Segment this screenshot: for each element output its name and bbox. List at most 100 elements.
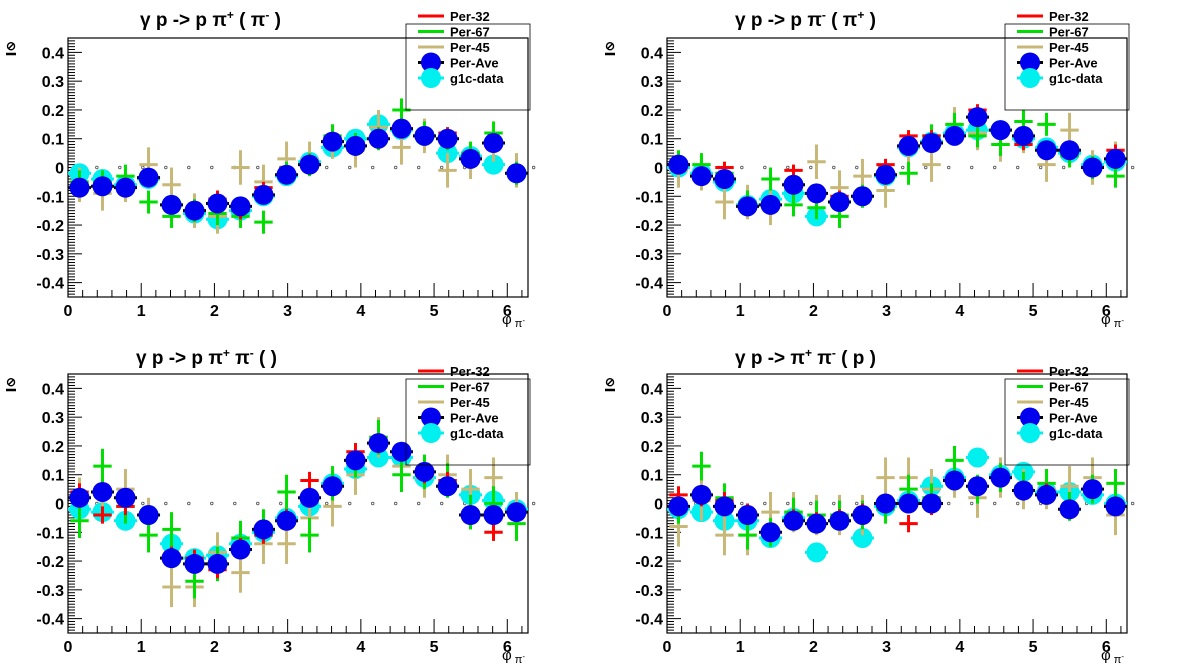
zero-line-dot — [141, 165, 145, 170]
legend-label: Per-67 — [450, 380, 490, 395]
data-point — [161, 194, 182, 215]
y-axis-label: ⊘ — [605, 39, 615, 53]
zero-line-dot — [832, 501, 836, 506]
x-tick-label: 6 — [1102, 303, 1111, 320]
series-per-ave — [68, 433, 528, 574]
legend-box — [405, 378, 531, 466]
x-axis-label-phi: φ — [1101, 311, 1111, 328]
data-point — [345, 450, 366, 471]
y-tick-label: 0.2 — [641, 103, 663, 120]
y-tick-label: -0.1 — [635, 525, 663, 542]
data-point — [1105, 148, 1126, 169]
data-point — [437, 128, 458, 149]
data-point — [1082, 157, 1103, 178]
zero-line-dot — [855, 165, 859, 170]
x-tick-label: 1 — [736, 303, 745, 320]
y-tick-label: -0.4 — [635, 276, 663, 293]
series-per-32 — [70, 121, 526, 220]
data-point — [1059, 140, 1080, 161]
y-tick-label: -0.3 — [36, 583, 64, 600]
data-point — [714, 169, 735, 190]
chart-panel-1: γ p -> p π+ ( π- )-0.4-0.3-0.2-0.100.10.… — [6, 8, 536, 330]
y-tick-label: 0.1 — [42, 132, 64, 149]
legend-item-g1c-data: g1c-data — [1017, 423, 1103, 443]
zero-line-dot — [210, 501, 214, 506]
zero-line-dot — [993, 165, 997, 170]
data-point — [322, 131, 343, 152]
data-point — [276, 510, 297, 531]
y-tick-label: -0.4 — [36, 612, 64, 629]
data-point — [852, 505, 873, 526]
data-point — [483, 154, 504, 175]
y-tick-label: -0.3 — [635, 247, 663, 264]
zero-line-dot — [832, 165, 836, 170]
y-tick-label: -0.2 — [36, 218, 64, 235]
zero-line-dot — [256, 165, 260, 170]
x-tick-label: 5 — [430, 303, 439, 320]
legend-item-per-45: Per-45 — [418, 40, 490, 55]
zero-line-dot — [763, 501, 767, 506]
zero-line-dot — [325, 165, 329, 170]
y-tick-label: 0 — [654, 497, 663, 514]
y-tick-label: 0.2 — [641, 439, 663, 456]
x-tick-label: 6 — [1102, 639, 1111, 656]
y-tick-label: 0.1 — [641, 468, 663, 485]
legend-label: g1c-data — [450, 71, 504, 86]
zero-line-dot — [1015, 501, 1020, 506]
title-text: ( p ) — [836, 348, 876, 369]
x-tick-label: 2 — [210, 639, 219, 656]
zero-line-dot — [970, 165, 974, 170]
y-axis-label-symbol: ⊘ — [6, 375, 16, 389]
data-point — [391, 441, 412, 462]
data-point — [1082, 479, 1103, 500]
series-per-67 — [669, 109, 1125, 228]
data-point — [69, 177, 90, 198]
data-point — [92, 481, 113, 502]
legend-label: Per-67 — [1049, 25, 1089, 40]
y-tick-label: 0 — [55, 161, 64, 178]
x-axis-label: φ π- — [1101, 647, 1124, 666]
x-tick-label: 4 — [356, 303, 365, 320]
data-point — [230, 539, 251, 560]
zero-line-dot — [187, 501, 191, 506]
legend-box — [405, 23, 531, 111]
series-per-ave — [667, 107, 1127, 217]
y-tick-label: -0.3 — [635, 583, 663, 600]
zero-line-dot — [901, 165, 905, 170]
legend-swatch-marker — [1020, 407, 1040, 428]
data-point — [69, 487, 90, 508]
title-superscript: + — [223, 346, 230, 360]
x-tick-label: 4 — [356, 639, 365, 656]
x-tick-label: 5 — [1029, 639, 1038, 656]
x-tick-label: 6 — [503, 639, 512, 656]
data-point — [875, 164, 896, 185]
title-text: ) — [864, 10, 876, 31]
data-point — [299, 154, 320, 175]
zero-line-dot — [970, 501, 974, 506]
title-text: π — [812, 348, 832, 369]
series-g1c-data — [68, 114, 528, 230]
data-point — [506, 163, 527, 184]
legend-label: Per-45 — [1049, 40, 1089, 55]
legend-item-per-ave: Per-Ave — [1017, 407, 1098, 428]
zero-line-dot — [279, 501, 283, 506]
zero-line-dot — [210, 165, 214, 170]
zero-line-dot — [439, 165, 444, 170]
legend-label: g1c-data — [450, 426, 504, 441]
data-point — [1105, 496, 1126, 517]
legend-swatch-marker — [421, 423, 441, 443]
y-axis-label: ⊘ — [6, 375, 16, 389]
x-tick-label: 0 — [64, 639, 73, 656]
data-point — [944, 125, 965, 146]
data-point — [806, 183, 827, 204]
zero-line-dot — [118, 165, 122, 170]
data-point — [806, 542, 827, 563]
legend-item-g1c-data: g1c-data — [1017, 68, 1103, 88]
data-point — [138, 505, 159, 526]
title-text: γ p -> π — [735, 348, 805, 369]
legend-label: Per-67 — [1049, 380, 1089, 395]
data-point — [115, 487, 136, 508]
legend-item-g1c-data: g1c-data — [418, 423, 504, 443]
